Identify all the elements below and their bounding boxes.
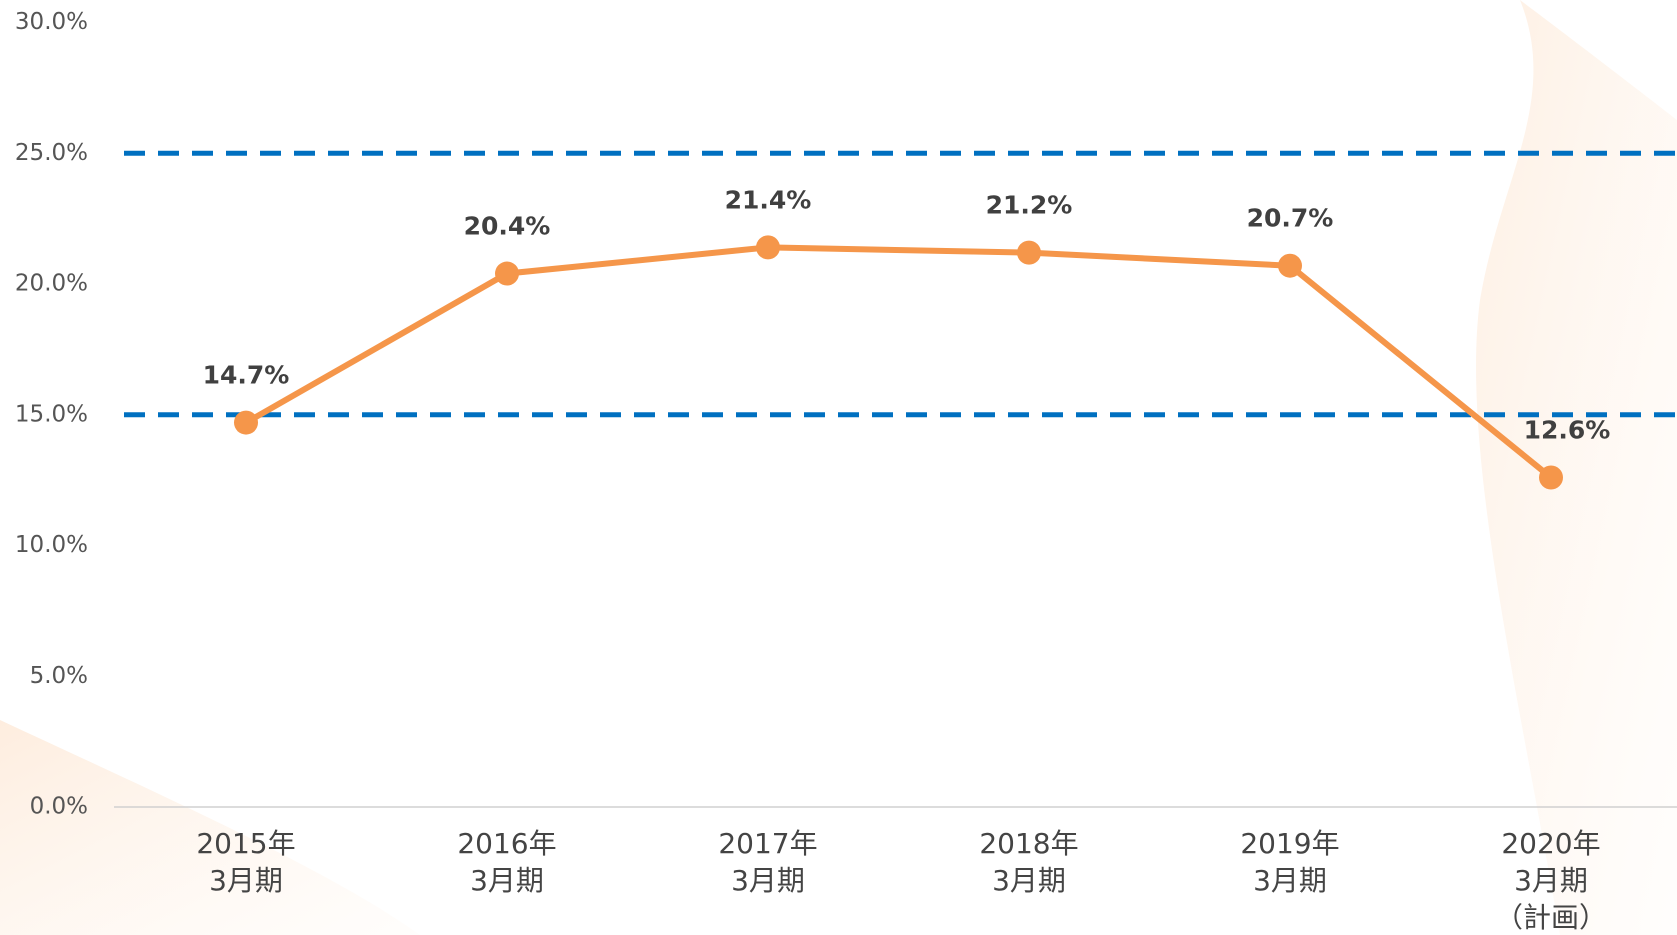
data-point (1017, 240, 1041, 265)
y-tick-label: 5.0% (30, 663, 88, 689)
data-label: 21.4% (725, 185, 812, 214)
data-point (1539, 465, 1563, 490)
data-label: 14.7% (203, 361, 290, 390)
y-tick-label: 25.0% (15, 140, 88, 166)
y-tick-label: 10.0% (15, 532, 88, 558)
x-tick-label-line: 2019年 (1240, 827, 1339, 860)
y-tick-label: 20.0% (15, 271, 88, 297)
x-tick-label: 2020年 3月期 （計画） (1495, 827, 1607, 934)
x-tick-label-line: （計画） (1495, 901, 1607, 934)
data-label: 20.7% (1247, 204, 1334, 233)
data-label: 20.4% (464, 212, 551, 241)
y-tick-label: 15.0% (15, 401, 88, 427)
data-point (234, 410, 258, 435)
x-tick-label-line: 2016年 (457, 827, 556, 860)
data-label: 12.6% (1524, 416, 1611, 445)
x-tick-label-line: 2018年 (979, 827, 1078, 860)
x-tick-label: 2019年 3月期 (1240, 827, 1339, 897)
x-tick-label-line: 3月期 (470, 864, 544, 897)
x-tick-label: 2015年 3月期 (196, 827, 295, 897)
background-shape (1476, 0, 1677, 935)
y-tick-label: 30.0% (15, 9, 88, 35)
data-point (1278, 253, 1302, 278)
series-line (244, 244, 1553, 480)
y-tick-label: 0.0% (30, 794, 88, 820)
x-tick-label-line: 2020年 (1501, 827, 1600, 860)
x-tick-label-line: 3月期 (992, 864, 1066, 897)
x-tick-label-line: 3月期 (1514, 864, 1588, 897)
x-tick-label-line: 3月期 (731, 864, 805, 897)
x-tick-label-line: 2015年 (196, 827, 295, 860)
x-tick-label-line: 3月期 (209, 864, 283, 897)
background-shape (0, 720, 420, 935)
x-tick-label-line: 2017年 (718, 827, 817, 860)
x-tick-label-line: 3月期 (1253, 864, 1327, 897)
data-point (495, 261, 519, 286)
x-tick-label: 2016年 3月期 (457, 827, 556, 897)
x-tick-label: 2017年 3月期 (718, 827, 817, 897)
data-label: 21.2% (986, 191, 1073, 220)
data-point (756, 235, 780, 260)
x-tick-label: 2018年 3月期 (979, 827, 1078, 897)
